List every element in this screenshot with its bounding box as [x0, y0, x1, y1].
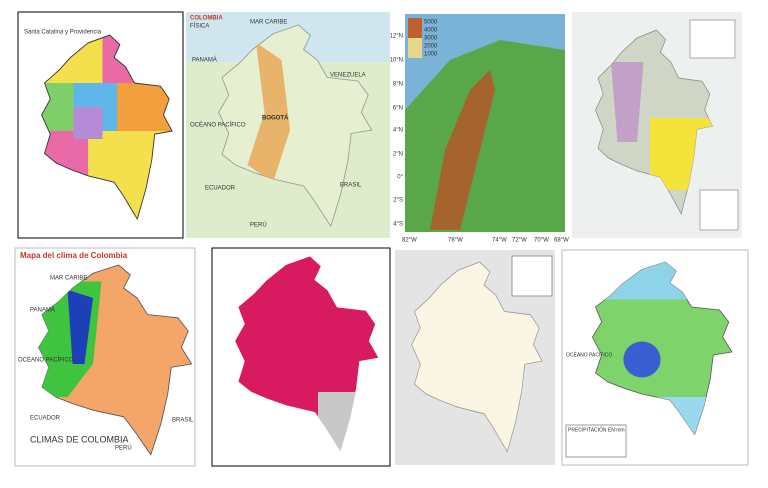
legend-label: 5000 [424, 20, 438, 26]
tile-physical: COLOMBIA FÍSICA MAR CARIBE PANAMÁ VENEZU… [186, 12, 390, 238]
label: OCÉANO PACÍFICO [190, 122, 246, 129]
tile-topographic: 5000 4000 3000 2000 1000 12°N 10°N 8°N 6… [390, 14, 569, 244]
lon-label: 68°W [554, 238, 569, 244]
lon-label: 82°W [402, 238, 417, 244]
legend-label: 1000 [424, 52, 438, 58]
tile-political: Santa Catalina y Providencia [17, 11, 184, 239]
label: BOGOTÁ [262, 115, 289, 122]
label: PERÚ [250, 222, 267, 229]
legend-label: 4000 [424, 28, 438, 34]
map [217, 24, 373, 228]
lat-label: 12°N [390, 34, 403, 40]
label: COLOMBIA [190, 16, 223, 22]
label: OCÉANO PACÍFICO [18, 357, 74, 364]
label: VENEZUELA [330, 73, 366, 79]
lon-label: 70°W [534, 238, 549, 244]
label: Santa Catalina y Providencia [24, 30, 102, 36]
tile-precipitation: PRECIPITACIÓN EN mm OCÉANO PACÍFICO [561, 249, 749, 466]
lat-label: 2°S [393, 198, 403, 204]
label: ECUADOR [30, 416, 61, 422]
title: Mapa del clima de Colombia [20, 251, 128, 260]
lat-label: 4°S [393, 222, 403, 228]
label: MAR CARIBE [250, 20, 287, 26]
lon-label: 78°W [448, 238, 463, 244]
label: OCÉANO PACÍFICO [566, 351, 612, 358]
label: MAR CARIBE [50, 276, 87, 282]
tile-roads [395, 250, 555, 465]
tile-climate: Mapa del clima de Colombia MAR CARIBE PA… [14, 247, 196, 467]
tile-municipal [211, 247, 391, 467]
lat-label: 8°N [393, 82, 403, 88]
label: PANAMÁ [30, 307, 55, 314]
tile-geologic [572, 12, 742, 238]
lon-label: 74°W [492, 238, 507, 244]
label: FÍSICA [190, 23, 209, 30]
lat-label: 0° [397, 175, 403, 181]
label: CLIMAS DE COLOMBIA [30, 434, 129, 444]
lat-label: 2°N [393, 152, 403, 158]
label: PERÚ [115, 445, 132, 452]
label: ECUADOR [205, 186, 236, 192]
lat-label: 10°N [390, 58, 403, 64]
lat-label: 6°N [393, 106, 403, 112]
lat-label: 4°N [393, 128, 403, 134]
legend-label: 2000 [424, 44, 438, 50]
lon-label: 72°W [512, 238, 527, 244]
label: BRASIL [172, 418, 194, 424]
label: BRASIL [340, 183, 362, 189]
legend-title: PRECIPITACIÓN EN mm [568, 426, 625, 433]
legend-label: 3000 [424, 36, 438, 42]
label: PANAMÁ [192, 57, 217, 64]
